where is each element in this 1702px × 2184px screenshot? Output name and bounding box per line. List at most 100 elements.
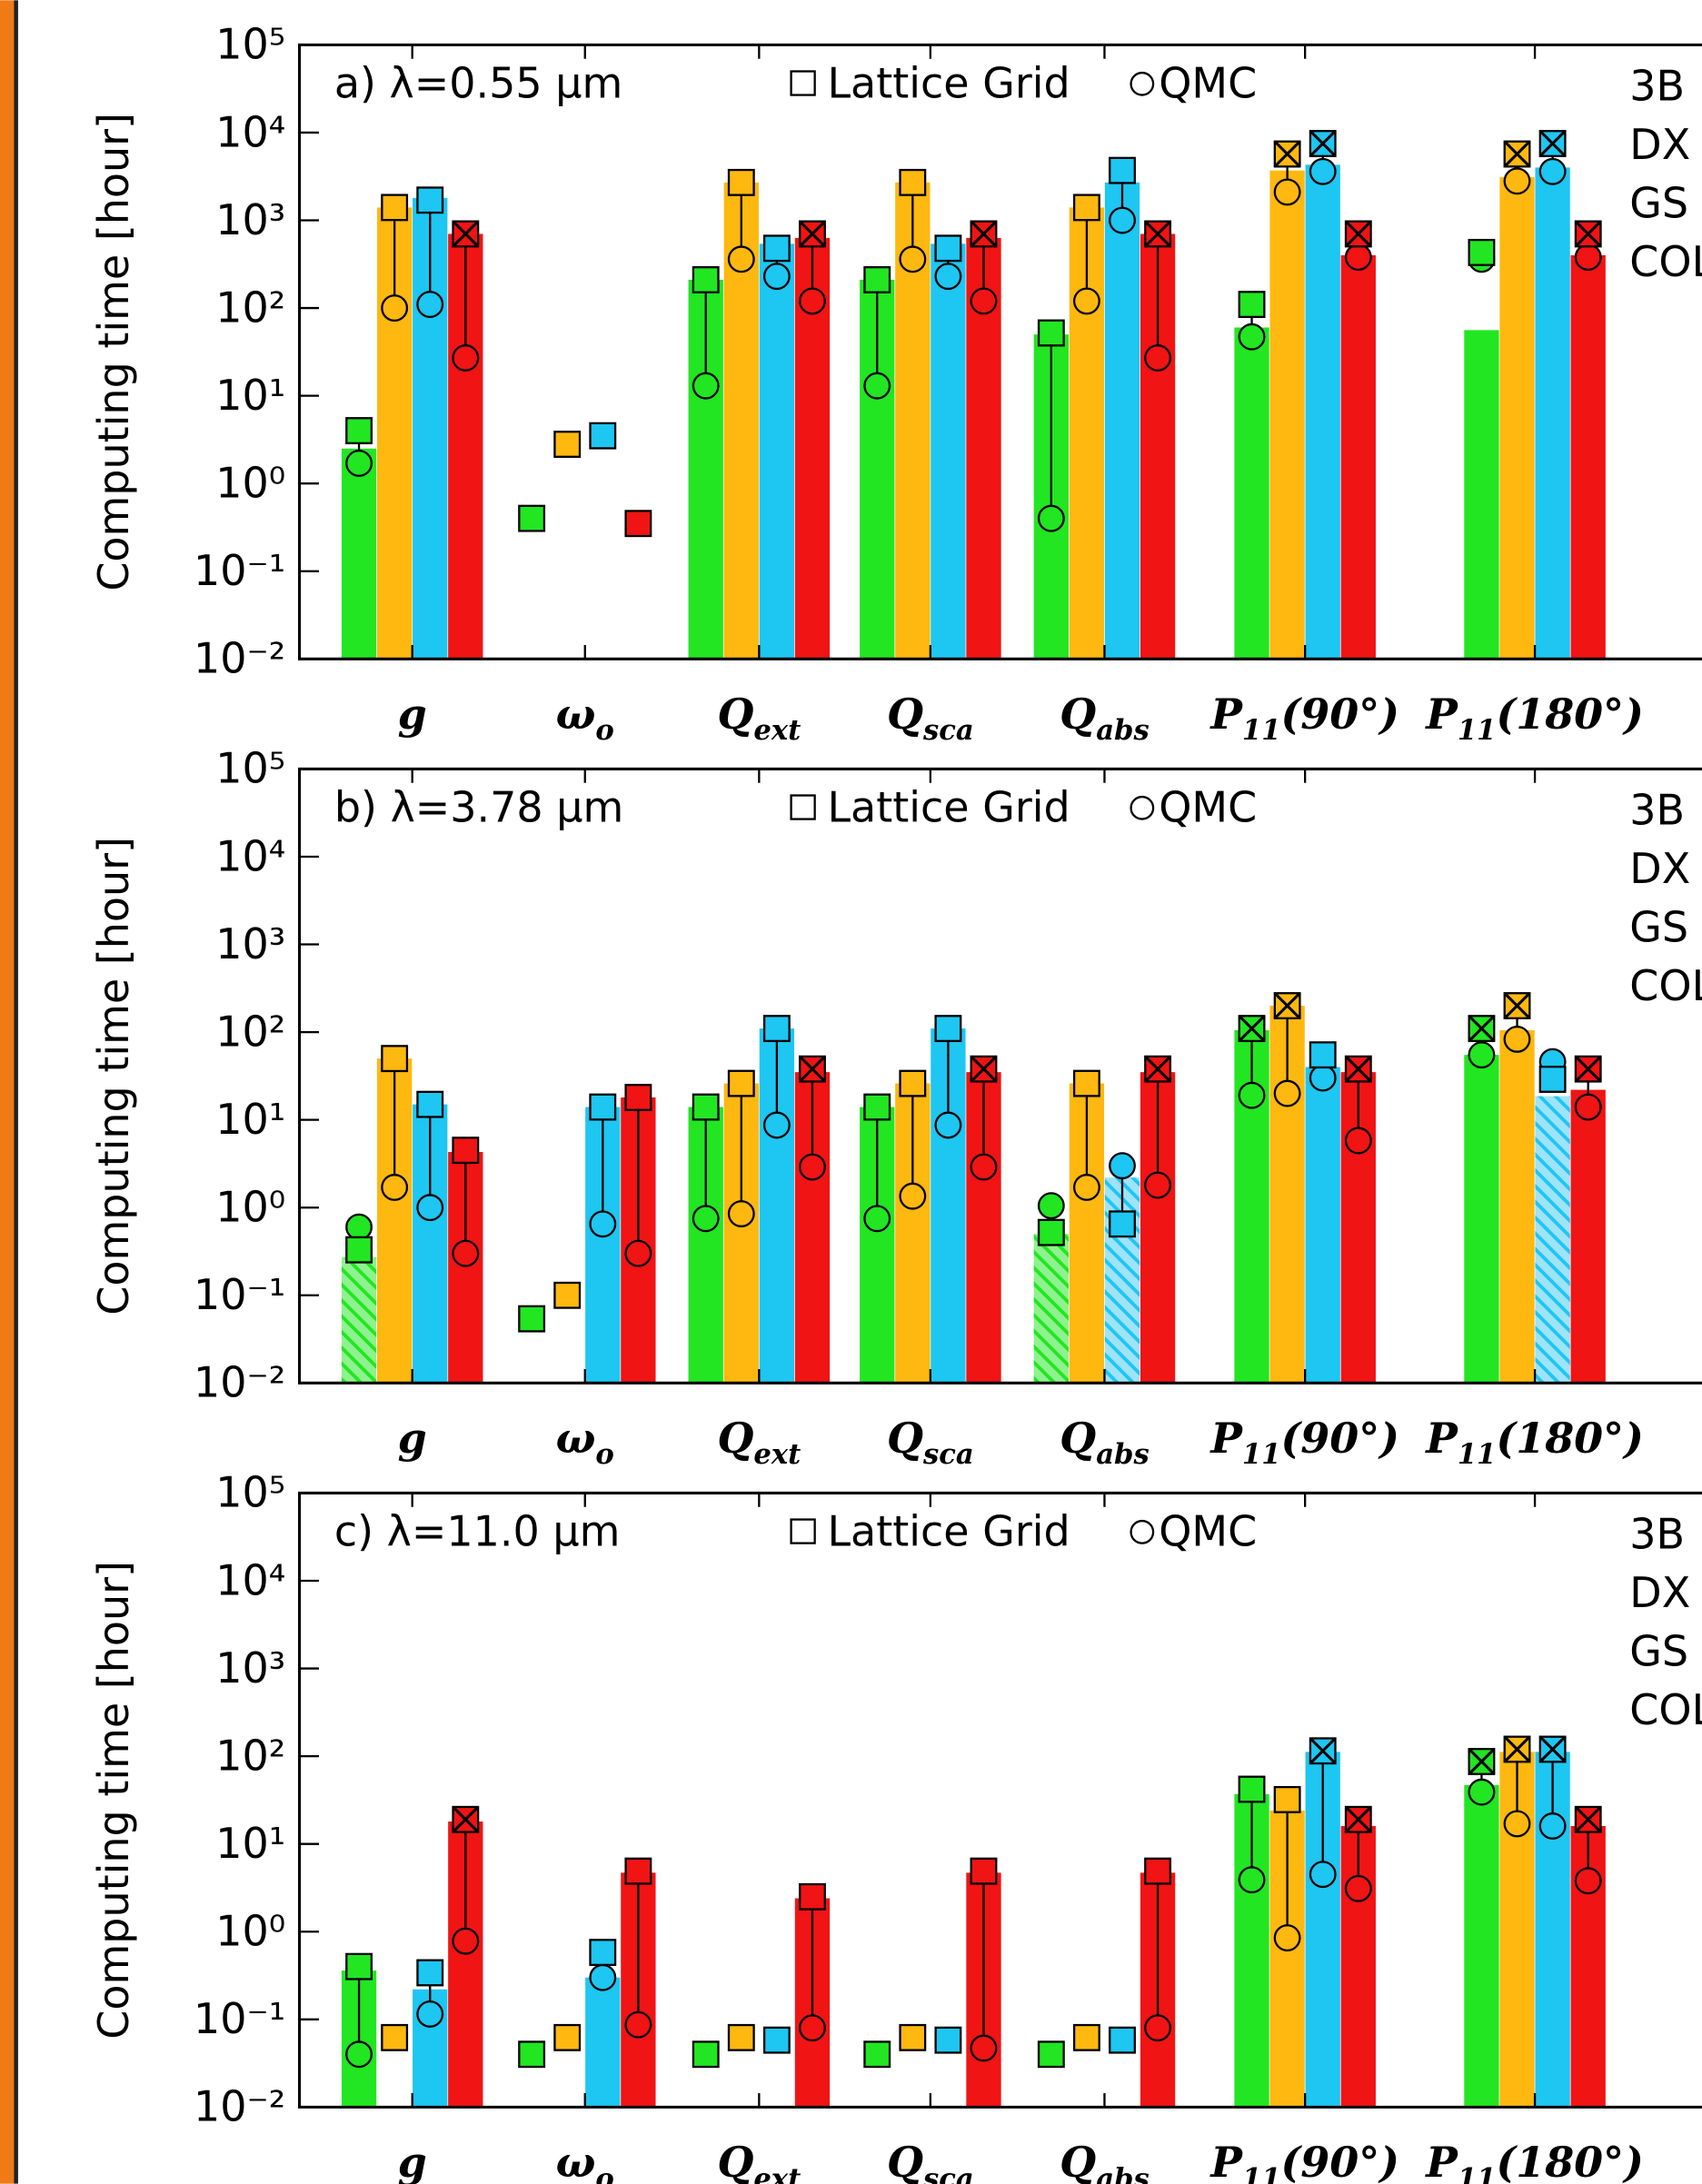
qmc-marker xyxy=(1503,1025,1531,1053)
x-tick-label: Qabs xyxy=(1060,690,1150,747)
lattice-marker xyxy=(727,1069,755,1097)
qmc-marker xyxy=(1144,1171,1172,1199)
lattice-marker xyxy=(1072,1069,1100,1097)
qmc-marker xyxy=(934,263,962,291)
x-tick-label: ωo xyxy=(556,690,614,747)
x-tick-label: ωo xyxy=(556,1414,614,1471)
lattice-marker xyxy=(799,1882,826,1911)
panel-title: c) λ=11.0 μm xyxy=(334,1507,621,1556)
y-tick-label: 10⁻¹ xyxy=(194,1270,285,1319)
cross xyxy=(970,1055,998,1083)
lattice-marker xyxy=(589,1939,617,1967)
qmc-marker xyxy=(1538,157,1567,185)
qmc-marker xyxy=(1309,1064,1337,1092)
lattice-marker xyxy=(345,1236,373,1264)
axis-frame xyxy=(298,1491,1702,2109)
qmc-marker xyxy=(1309,1861,1337,1889)
bar xyxy=(1570,254,1606,660)
x-tick-label: P11(90°) xyxy=(1209,690,1399,747)
qmc-marker xyxy=(934,1111,962,1139)
y-tick-label: 10⁵ xyxy=(215,744,285,793)
lattice-marker xyxy=(416,1090,444,1118)
lattice-marker xyxy=(1109,2026,1136,2054)
legend-square xyxy=(790,794,816,820)
qmc-marker xyxy=(381,294,409,323)
qmc-marker xyxy=(589,1210,617,1238)
lattice-marker xyxy=(762,234,791,263)
cross xyxy=(1538,130,1567,157)
legend-label: GS xyxy=(1629,1626,1688,1675)
legend-label: QMC xyxy=(1159,783,1257,832)
legend-label: DX xyxy=(1629,844,1690,893)
y-tick-label: 10⁻¹ xyxy=(194,546,285,595)
lattice-marker xyxy=(899,168,927,196)
lattice-marker xyxy=(692,1093,720,1121)
legend-circle xyxy=(1130,795,1155,820)
cross xyxy=(1309,130,1337,157)
qmc-marker xyxy=(1109,1152,1136,1180)
frame-edge xyxy=(14,0,18,2184)
panel-title: a) λ=0.55 μm xyxy=(334,59,622,108)
y-tick-label: 10² xyxy=(215,1007,285,1056)
x-tick-label: P11(180°) xyxy=(1424,2138,1644,2184)
lattice-marker xyxy=(1037,319,1065,347)
lattice-marker xyxy=(381,194,409,222)
cross xyxy=(799,220,826,248)
x-tick-label: g xyxy=(398,690,427,739)
lattice-marker xyxy=(934,1015,962,1043)
lattice-marker xyxy=(452,1137,480,1165)
qmc-marker xyxy=(345,1213,373,1241)
lattice-marker xyxy=(589,1093,617,1121)
qmc-marker xyxy=(1109,206,1136,234)
y-axis-label: Computing time [hour] xyxy=(89,837,138,1315)
bar xyxy=(1499,177,1535,660)
qmc-marker xyxy=(1574,243,1602,272)
cross xyxy=(1503,992,1531,1019)
cross xyxy=(1144,1055,1171,1083)
cross xyxy=(1273,992,1301,1019)
y-tick-label: 10⁻² xyxy=(194,1358,285,1407)
qmc-marker xyxy=(1309,157,1337,185)
qmc-marker xyxy=(727,1200,755,1227)
qmc-marker xyxy=(692,1205,720,1233)
qmc-marker xyxy=(1574,1867,1602,1895)
legend-label: COL xyxy=(1629,1685,1702,1734)
qmc-marker xyxy=(970,287,998,315)
lattice-marker xyxy=(1273,1785,1301,1813)
lattice-marker xyxy=(1072,194,1100,222)
y-tick-label: 10⁻² xyxy=(194,2082,285,2131)
qmc-marker xyxy=(1037,1192,1065,1220)
y-axis-label: Computing time [hour] xyxy=(89,113,138,591)
x-tick-label: ωo xyxy=(556,2138,614,2184)
legend-square xyxy=(790,1518,816,1544)
x-tick-label: g xyxy=(398,2138,427,2184)
lattice-marker xyxy=(863,266,891,293)
lattice-marker xyxy=(1309,1041,1337,1069)
lattice-marker xyxy=(692,2040,720,2069)
cross xyxy=(1574,1805,1602,1833)
legend-label: DX xyxy=(1629,1568,1690,1617)
lattice-marker xyxy=(970,1857,998,1885)
x-tick-label: Qext xyxy=(717,1414,801,1471)
bar xyxy=(1305,1067,1340,1384)
legend-label: 3B xyxy=(1629,62,1685,111)
qmc-marker xyxy=(1344,243,1372,272)
x-tick-label: Qsca xyxy=(887,690,974,747)
qmc-marker xyxy=(589,1963,617,1991)
panel-title: b) λ=3.78 μm xyxy=(334,783,623,832)
bar xyxy=(1305,164,1340,660)
lattice-marker xyxy=(934,234,962,263)
legend-square xyxy=(790,70,816,96)
y-tick-label: 10⁴ xyxy=(215,107,285,156)
legend-circle xyxy=(1130,1519,1155,1544)
cross xyxy=(1468,1748,1496,1775)
x-tick-label: P11(180°) xyxy=(1424,1414,1644,1471)
cross xyxy=(1538,1735,1567,1763)
qmc-marker xyxy=(799,2014,826,2042)
cross xyxy=(1273,140,1301,168)
lattice-marker xyxy=(381,1045,409,1073)
qmc-marker xyxy=(727,245,755,273)
cross xyxy=(1468,1015,1496,1042)
qmc-marker xyxy=(1503,167,1531,195)
y-tick-label: 10⁰ xyxy=(215,459,285,508)
